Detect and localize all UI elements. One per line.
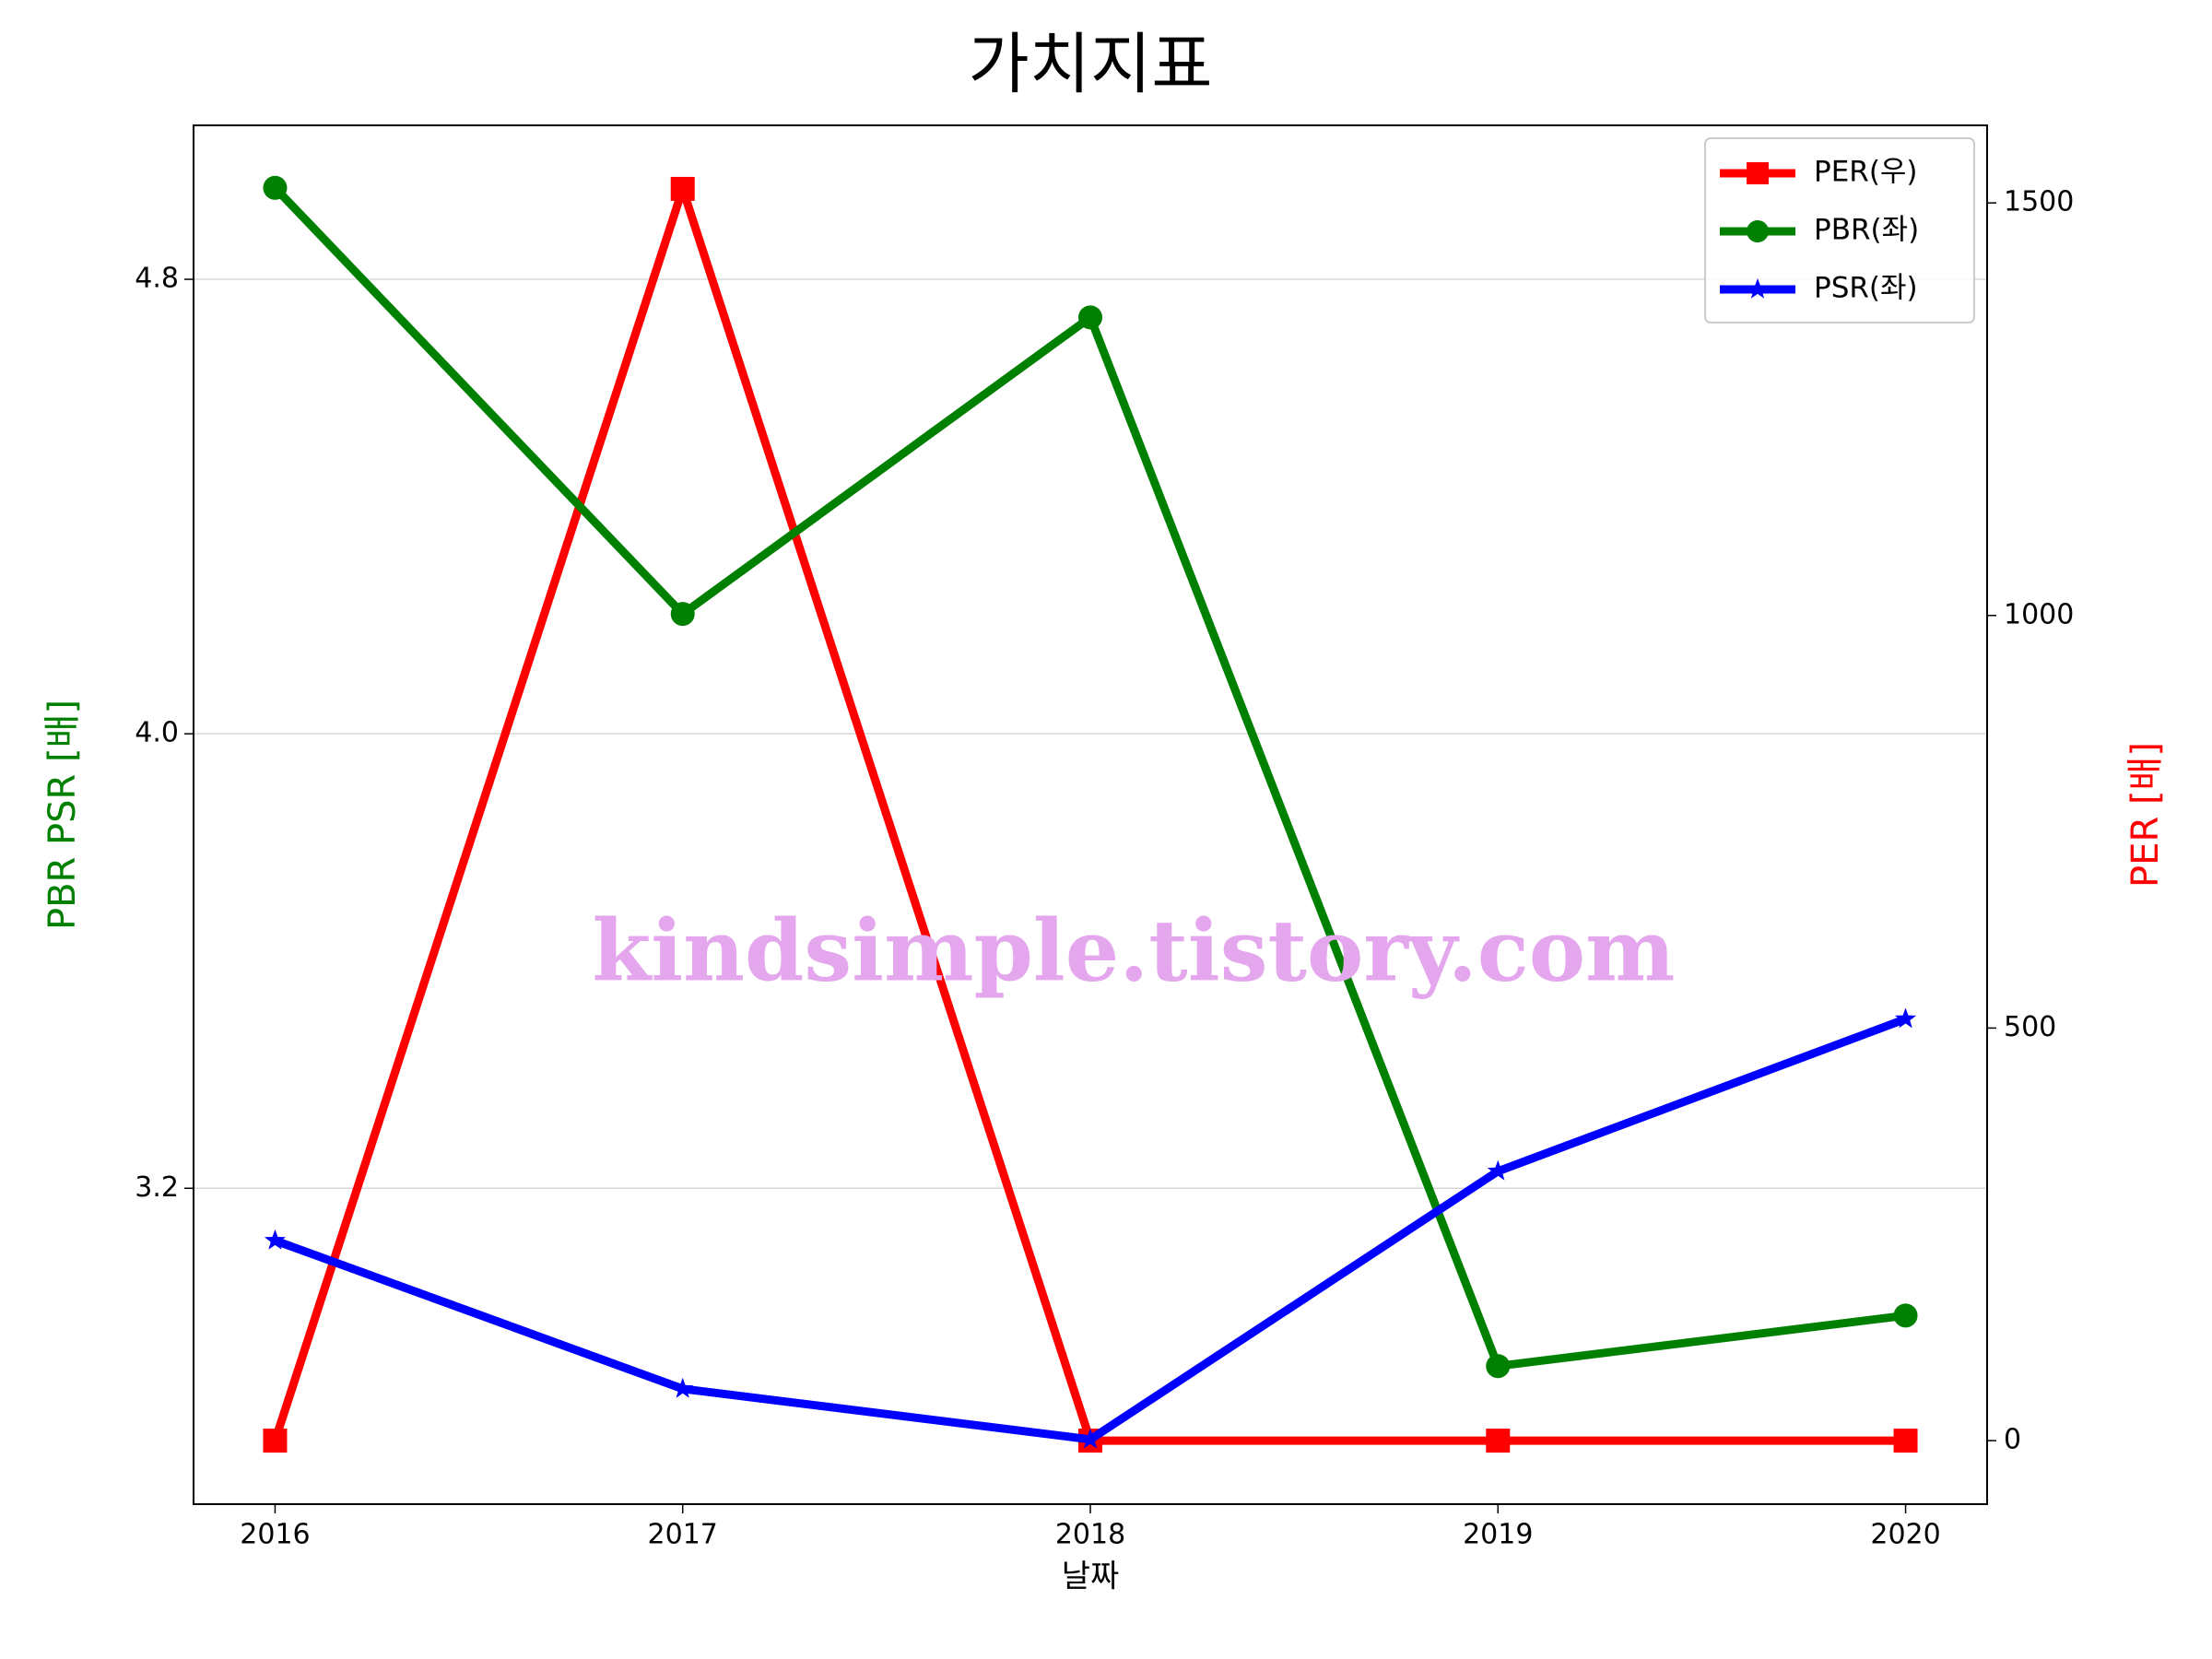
marker bbox=[1079, 1428, 1101, 1449]
x-tick-label: 2016 bbox=[240, 1519, 310, 1551]
legend-marker bbox=[1747, 220, 1769, 242]
y2-tick-label: 0 bbox=[2004, 1424, 2021, 1456]
legend-label: PER(우) bbox=[1814, 156, 1918, 189]
series-line bbox=[272, 184, 1907, 1371]
series-line bbox=[271, 184, 1906, 1445]
chart-title: 가치지표 bbox=[969, 26, 1213, 103]
legend-marker bbox=[1747, 162, 1769, 184]
y2-tick-label: 500 bbox=[2004, 1011, 2056, 1043]
x-axis-label: 날짜 bbox=[1062, 1559, 1120, 1595]
y2-axis-label: PER [배] bbox=[2124, 742, 2167, 888]
plot-frame bbox=[193, 124, 1988, 1505]
legend-box bbox=[1704, 137, 1975, 324]
y2-tick-label: 1000 bbox=[2004, 598, 2074, 630]
legend-label: PSR(좌) bbox=[1814, 272, 1918, 305]
legend-label: PBR(좌) bbox=[1814, 214, 1919, 247]
y-tick-label: 4.8 bbox=[135, 263, 179, 295]
x-tick-label: 2017 bbox=[648, 1519, 718, 1551]
marker bbox=[670, 602, 695, 627]
marker bbox=[672, 1377, 694, 1398]
y2-tick-label: 1500 bbox=[2004, 186, 2074, 218]
x-tick-label: 2018 bbox=[1055, 1519, 1125, 1551]
marker bbox=[1486, 1429, 1511, 1453]
marker bbox=[1486, 1354, 1511, 1379]
marker bbox=[1895, 1007, 1917, 1029]
y-tick-label: 4.0 bbox=[135, 717, 179, 749]
marker bbox=[1893, 1429, 1918, 1453]
y-axis-label: PBR PSR [배] bbox=[41, 700, 84, 930]
marker bbox=[263, 1429, 288, 1453]
y-tick-label: 3.2 bbox=[135, 1171, 179, 1204]
x-tick-label: 2019 bbox=[1463, 1519, 1533, 1551]
legend-marker bbox=[1747, 277, 1769, 299]
x-tick-label: 2020 bbox=[1870, 1519, 1940, 1551]
marker bbox=[1487, 1159, 1509, 1181]
marker bbox=[670, 176, 695, 201]
watermark: kindsimple.tistory.com bbox=[592, 901, 1675, 1001]
marker bbox=[264, 1229, 286, 1250]
marker bbox=[1893, 1303, 1918, 1328]
marker bbox=[263, 175, 288, 200]
series-line bbox=[273, 1015, 1908, 1444]
marker bbox=[1078, 305, 1102, 330]
